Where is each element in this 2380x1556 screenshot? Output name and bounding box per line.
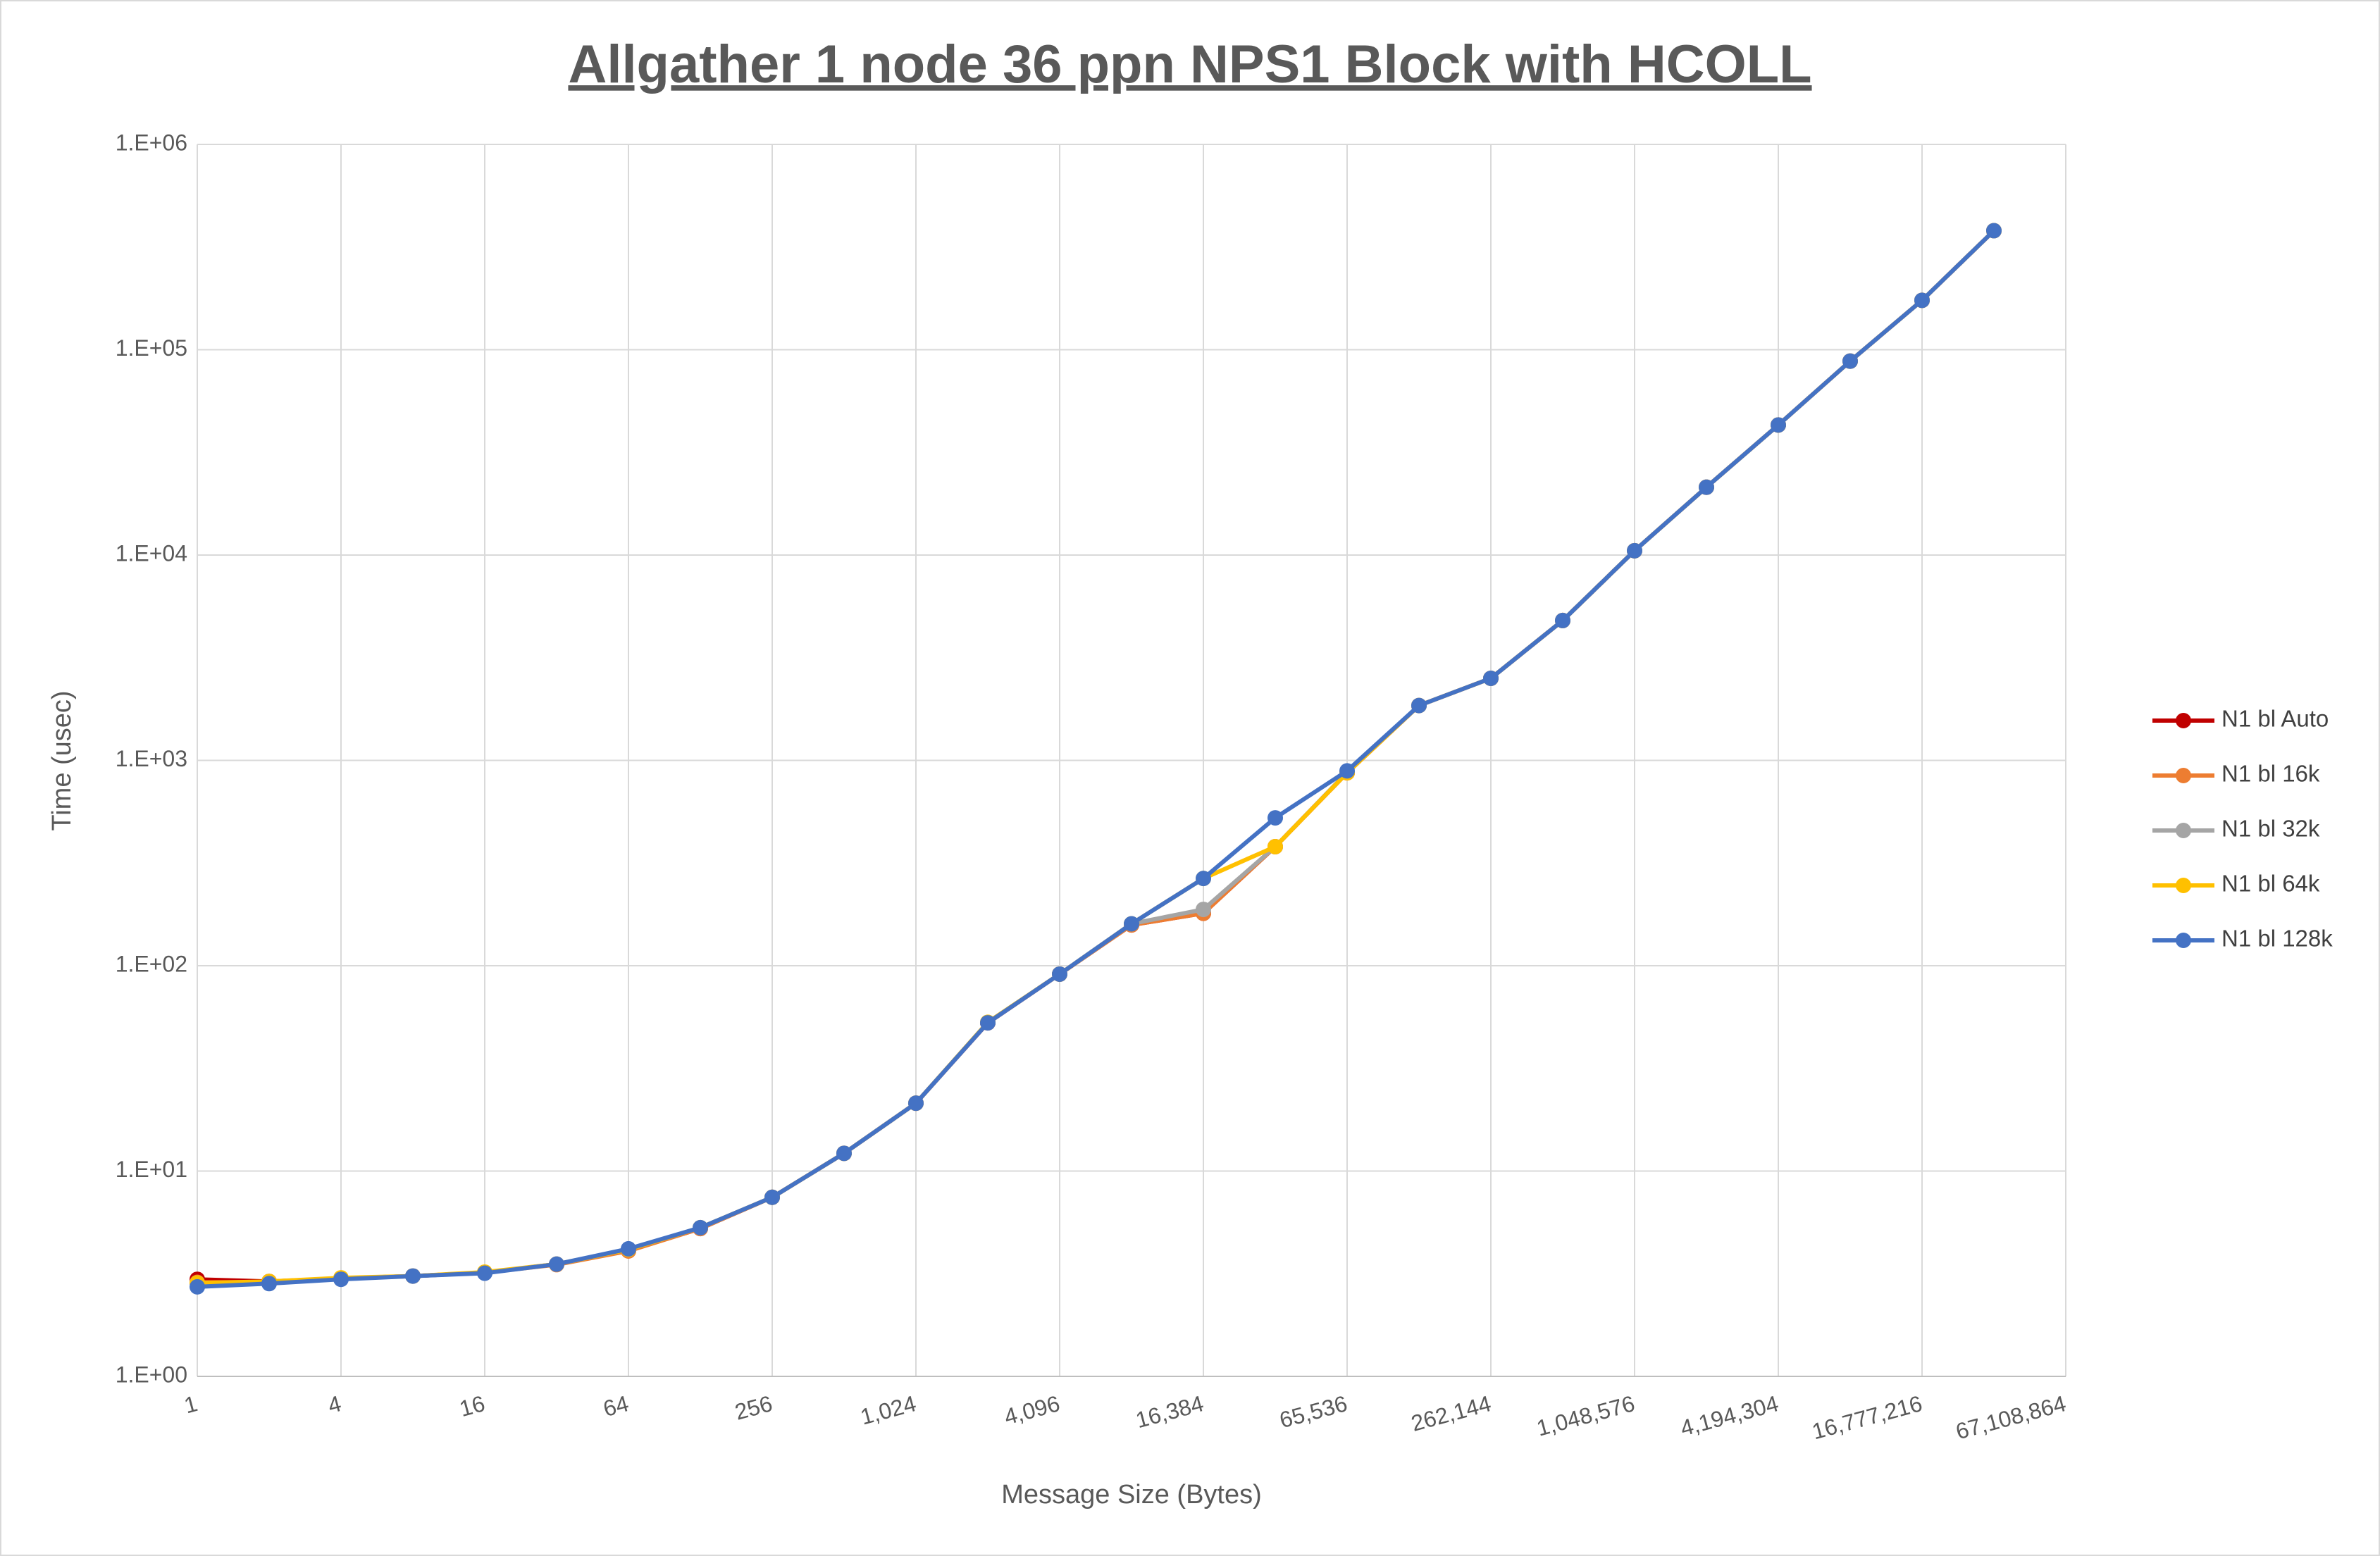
series-line <box>197 229 1996 1289</box>
legend-swatch-marker <box>2176 713 2191 728</box>
legend-swatch-marker <box>2176 878 2191 893</box>
data-point <box>190 1278 205 1295</box>
data-point <box>1771 417 1786 433</box>
legend-label: N1 bl 16k <box>2221 761 2320 787</box>
chart-title: Allgather 1 node 36 ppn NPS1 Block with … <box>568 35 1811 94</box>
data-point <box>1268 810 1283 826</box>
data-point <box>836 1145 852 1162</box>
data-point <box>549 1256 564 1272</box>
legend-swatch-marker <box>2176 933 2191 948</box>
data-point <box>1411 697 1427 714</box>
data-point <box>621 1240 636 1257</box>
data-point <box>1555 612 1570 628</box>
y-tick-label: 1.E+00 <box>116 1362 187 1387</box>
data-point <box>477 1265 492 1281</box>
data-point <box>1627 542 1642 559</box>
data-point <box>1268 838 1283 854</box>
legend-label: N1 bl Auto <box>2221 706 2329 732</box>
data-point <box>405 1268 421 1284</box>
data-point <box>693 1219 708 1236</box>
y-tick-label: 1.E+06 <box>116 130 187 155</box>
legend-label: N1 bl 32k <box>2221 816 2320 842</box>
y-axis-title: Time (usec) <box>47 690 77 830</box>
y-tick-label: 1.E+01 <box>116 1157 187 1182</box>
legend-label: N1 bl 64k <box>2221 871 2320 897</box>
data-point <box>1842 353 1858 369</box>
legend-swatch-marker <box>2176 823 2191 838</box>
legend: N1 bl Auto N1 bl 16k N1 bl 32k N1 bl 64k N1 … <box>2152 706 2333 952</box>
data-point <box>980 1015 996 1031</box>
y-tick-label: 1.E+04 <box>116 540 187 566</box>
y-tick-label: 1.E+02 <box>116 951 187 976</box>
data-point <box>1196 902 1211 918</box>
x-axis-title: Message Size (Bytes) <box>1001 1480 1262 1510</box>
y-tick-label: 1.E+03 <box>116 746 187 771</box>
data-point <box>333 1271 349 1288</box>
data-point <box>908 1095 924 1112</box>
data-point <box>1052 966 1067 982</box>
y-tick-label: 1.E+05 <box>116 335 187 361</box>
data-point <box>1339 763 1355 779</box>
legend-label: N1 bl 128k <box>2221 926 2333 952</box>
data-point <box>1483 670 1499 686</box>
data-point <box>1699 479 1714 495</box>
data-point <box>1914 292 1930 309</box>
data-point <box>1124 916 1139 932</box>
data-point <box>1196 871 1211 887</box>
legend-swatch-marker <box>2176 768 2191 783</box>
data-point <box>1986 223 2002 239</box>
data-point <box>261 1276 277 1292</box>
data-point <box>764 1189 780 1205</box>
